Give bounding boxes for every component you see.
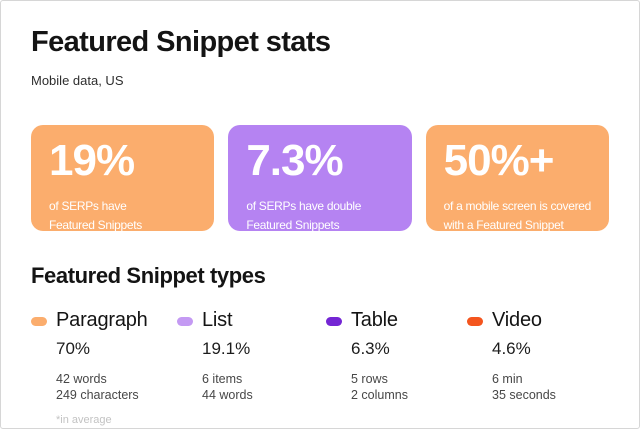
type-detail-line: 2 columns [351,388,408,403]
stat-description-line: of a mobile screen is covered [443,198,592,213]
type-list: List 19.1% 6 items 44 words [177,309,326,426]
type-label: Paragraph [56,309,148,332]
table-color-pill-icon [326,317,342,327]
stat-description-line: of SERPs have [49,198,127,213]
type-percent: 19.1% [202,339,251,359]
page-title: Featured Snippet stats [31,26,331,58]
type-header: List [177,309,326,332]
video-color-pill-icon [467,317,483,327]
type-details: 42 words 249 characters [56,371,177,403]
stat-description-line: Featured Snippets [246,217,340,232]
type-table: Table 6.3% 5 rows 2 columns [326,309,467,426]
type-details: 6 min 35 seconds [492,371,617,403]
stat-cards-row: 19% of SERPs have Featured Snippets 7.3%… [31,125,609,232]
paragraph-color-pill-icon [31,317,47,327]
type-detail-line: 249 characters [56,388,139,403]
type-detail-line: 6 items [202,372,243,387]
stat-value: 50%+ [443,136,555,186]
type-percent: 70% [56,339,91,359]
stat-description: of a mobile screen is covered with a Fea… [444,197,601,232]
stat-card-serps: 19% of SERPs have Featured Snippets [31,125,215,232]
type-detail-line: 35 seconds [492,388,556,403]
type-detail-line: 5 rows [351,372,388,387]
type-header: Video [467,309,617,332]
type-details: 5 rows 2 columns [351,371,467,403]
type-detail-line: 6 min [492,372,523,387]
stat-value: 19% [49,136,135,186]
stat-description: of SERPs have double Featured Snippets [246,197,403,232]
type-label: List [202,309,233,332]
list-color-pill-icon [177,317,193,327]
type-percent: 4.6% [492,339,531,359]
type-header: Paragraph [31,309,177,332]
type-label: Table [351,309,398,332]
type-video: Video 4.6% 6 min 35 seconds [467,309,617,426]
stat-card-mobile-screen: 50%+ of a mobile screen is covered with … [425,125,609,232]
type-detail-line: 44 words [202,388,253,403]
stat-card-double-serps: 7.3% of SERPs have double Featured Snipp… [228,125,412,232]
type-detail-line: 42 words [56,372,107,387]
stat-description: of SERPs have Featured Snippets [49,197,206,232]
stat-value: 7.3% [246,136,343,186]
type-details: 6 items 44 words [202,371,326,403]
type-label: Video [492,309,542,332]
type-header: Table [326,309,467,332]
types-section-title: Featured Snippet types [31,263,266,289]
stat-description-line: of SERPs have double [246,198,362,213]
snippet-types-row: Paragraph 70% 42 words 249 characters *i… [31,309,609,426]
stat-description-line: with a Featured Snippet [443,217,564,232]
stat-description-line: Featured Snippets [49,217,142,232]
page-subtitle: Mobile data, US [31,73,124,89]
type-paragraph: Paragraph 70% 42 words 249 characters *i… [31,309,177,426]
type-percent: 6.3% [351,339,390,359]
footnote: *in average [56,414,112,427]
